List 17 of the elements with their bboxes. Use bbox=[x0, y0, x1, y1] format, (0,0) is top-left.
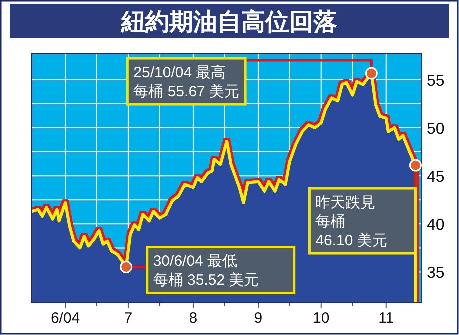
y-tick-label: 35 bbox=[427, 265, 445, 282]
x-tick-label: 10 bbox=[313, 310, 330, 327]
x-tick-label: 8 bbox=[189, 310, 198, 327]
x-tick-label: 7 bbox=[124, 310, 133, 327]
title: 紐約期油自高位回落 bbox=[122, 9, 338, 36]
annotation: 25/10/04 最高每桶 55.67 美元 bbox=[126, 57, 378, 106]
annotation: 30/6/04 最低每桶 35.52 美元 bbox=[153, 253, 260, 290]
y-tick-label: 45 bbox=[427, 169, 445, 186]
y-tick-label: 50 bbox=[427, 121, 445, 138]
x-tick-label: 6/04 bbox=[50, 310, 80, 327]
annotation: 昨天跌見每桶46.10 美元 bbox=[308, 159, 422, 255]
y-tick-label: 55 bbox=[427, 72, 445, 90]
x-tick-label: 11 bbox=[378, 310, 394, 327]
y-tick-label: 40 bbox=[427, 217, 445, 234]
annotation: 昨天跌見每桶46.10 美元 bbox=[316, 194, 388, 250]
annotation: 25/10/04 最高每桶 55.67 美元 bbox=[134, 64, 240, 101]
x-tick-label: 9 bbox=[254, 310, 263, 327]
